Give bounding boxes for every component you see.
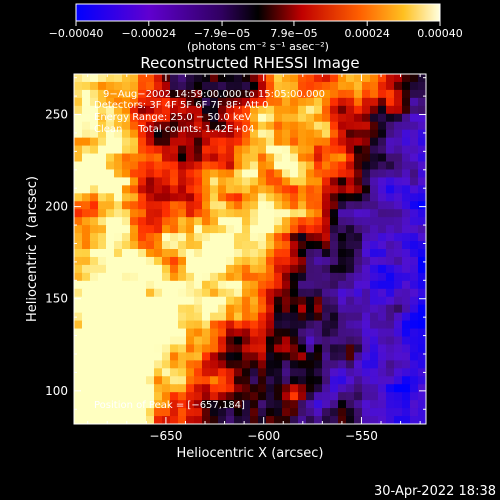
footer-timestamp: 30-Apr-2022 18:38 <box>374 484 496 499</box>
colorbar-tick-label: 7.9e−05 <box>270 27 317 40</box>
chart-title: Reconstructed RHESSI Image <box>140 54 359 72</box>
annotation-detectors: Detectors: 3F 4F 5F 6F 7F 8F; Att 0 <box>94 100 269 111</box>
colorbar-unit-label: (photons cm⁻² s⁻¹ asec⁻²) <box>187 40 329 53</box>
y-tick-label: 150 <box>45 292 68 306</box>
plot-frame <box>73 73 427 425</box>
annotation-time: 9−Aug−2002 14:59:00.000 to 15:05:00.000 <box>103 89 325 100</box>
colorbar-tick-labels: −0.00040 −0.00024 −7.9e−05 7.9e−05 0.00024 0.… <box>49 27 463 40</box>
y-axis-label: Heliocentric Y (arcsec) <box>25 176 40 322</box>
y-tick-labels: 100 150 200 250 <box>45 108 68 398</box>
y-tick-label: 100 <box>45 384 68 398</box>
x-tick-label: −550 <box>345 429 378 443</box>
colorbar-tick-label: 0.00040 <box>417 27 463 40</box>
heatmap-image <box>74 74 426 424</box>
colorbar-gradient <box>75 3 441 22</box>
axis-ticks <box>74 74 426 424</box>
annotation-energy: Energy Range: 25.0 − 50.0 keV <box>94 112 251 123</box>
colorbar-tick-label: −0.00024 <box>121 27 176 40</box>
x-tick-label: −600 <box>247 429 280 443</box>
colorbar-tick-label: −7.9e−05 <box>194 27 251 40</box>
y-tick-label: 200 <box>45 200 68 214</box>
colorbar-ticks <box>75 21 441 26</box>
peak-position-label: Position of Peak = [−657,184] <box>94 400 245 411</box>
colorbar-tick-label: −0.00040 <box>49 27 104 40</box>
colorbar: −0.00040 −0.00024 −7.9e−05 7.9e−05 0.00024 0.… <box>49 3 463 53</box>
x-tick-label: −650 <box>149 429 182 443</box>
y-tick-label: 250 <box>45 108 68 122</box>
colorbar-tick-label: 0.00024 <box>344 27 390 40</box>
info-annotations: 9−Aug−2002 14:59:00.000 to 15:05:00.000 … <box>94 89 325 411</box>
x-axis-label: Heliocentric X (arcsec) <box>177 446 324 461</box>
x-tick-labels: −650 −600 −550 <box>149 429 378 443</box>
annotation-counts: Clean Total counts: 1.42E+04 <box>94 124 254 135</box>
